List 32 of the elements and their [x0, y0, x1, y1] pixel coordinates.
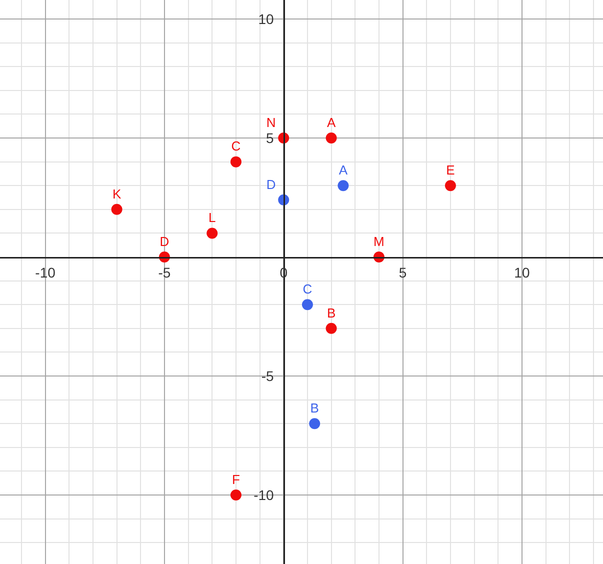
series-label: A	[326, 114, 336, 130]
series-label: D	[160, 234, 170, 249]
series-label: A	[338, 162, 348, 178]
point	[302, 299, 313, 310]
x-tick-label: 10	[514, 264, 530, 280]
series-label: C	[302, 281, 312, 296]
point	[309, 418, 320, 430]
series-label: L	[208, 210, 216, 226]
point	[206, 228, 218, 239]
point	[230, 156, 242, 168]
point	[444, 180, 456, 192]
x-tick-label: -5	[158, 264, 171, 280]
point	[326, 132, 337, 144]
x-tick-label: -10	[35, 264, 56, 280]
y-tick-label: -5	[261, 368, 274, 384]
series-label: B	[310, 400, 319, 416]
y-tick-label: 5	[266, 130, 274, 146]
y-tick-label: -10	[254, 486, 274, 503]
x-tick-label: 5	[398, 264, 407, 280]
series-label: M	[374, 234, 384, 249]
series-label: F	[232, 472, 240, 487]
point	[230, 489, 242, 500]
series-label: K	[112, 186, 122, 202]
series-label: N	[266, 114, 276, 130]
series-label: B	[326, 305, 336, 320]
point	[338, 180, 349, 192]
point	[111, 204, 122, 215]
series-label: C	[231, 138, 241, 154]
point	[326, 322, 337, 334]
y-tick-label: 10	[258, 10, 274, 27]
series-label: D	[266, 176, 276, 192]
series-label: E	[446, 162, 456, 178]
